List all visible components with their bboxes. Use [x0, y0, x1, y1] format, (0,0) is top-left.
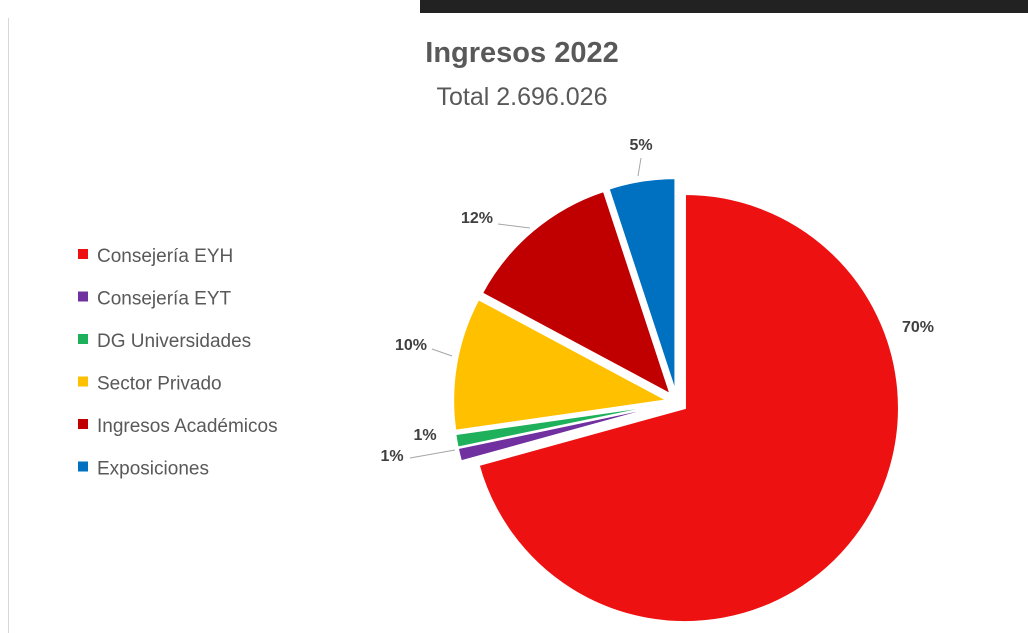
legend-swatch-exposiciones: [78, 461, 88, 472]
data-label-dg-universidades: 1%: [413, 427, 436, 444]
leader-line-exposiciones: [637, 157, 642, 177]
top-dark-bar: [420, 0, 1028, 13]
pie-slice-dg-universidades: [454, 402, 668, 449]
pie-slice-exposiciones: [607, 177, 677, 393]
legend: Consejería EYH Consejería EYT DG Universid…: [78, 246, 278, 480]
chart-title: Ingresos 2022: [425, 37, 618, 69]
legend-swatch-consejeria-eyt: [78, 291, 88, 302]
legend-entry-sector-privado: Sector Privado: [97, 374, 222, 395]
pie-slice-ingresos-academicos: [480, 189, 673, 397]
leader-lines: [409, 157, 642, 459]
pie-slice-sector-privado: [452, 297, 671, 432]
legend-entry-consejeria-eyt: Consejería EYT: [97, 289, 232, 310]
pie-slices: [452, 177, 900, 624]
data-label-ingresos-academicos: 12%: [461, 210, 493, 227]
leader-line-consejeria-eyt: [409, 449, 456, 459]
legend-swatch-sector-privado: [78, 376, 88, 387]
left-border-line: [8, 18, 9, 633]
legend-entry-dg-universidades: DG Universidades: [97, 331, 251, 352]
data-label-consejeria-eyh: 70%: [902, 319, 934, 336]
legend-entry-exposiciones: Exposiciones: [97, 459, 209, 480]
data-label-consejeria-eyt: 1%: [380, 448, 403, 465]
legend-entry-consejeria-eyh: Consejería EYH: [97, 246, 233, 267]
data-label-sector-privado: 10%: [395, 337, 427, 354]
data-labels: 70% 1% 1% 10% 12% 5%: [380, 137, 934, 465]
legend-swatch-dg-universidades: [78, 334, 88, 344]
chart-subtitle: Total 2.696.026: [437, 83, 608, 111]
data-label-exposiciones: 5%: [629, 137, 652, 154]
leader-line-ingresos-academicos: [497, 223, 531, 229]
legend-swatch-ingresos-academicos: [78, 419, 88, 429]
legend-entry-ingresos-academicos: Ingresos Académicos: [97, 416, 278, 437]
leader-line-sector-privado: [431, 348, 453, 357]
pie-slice-consejeria-eyh: [477, 193, 900, 624]
legend-swatch-consejeria-eyh: [78, 249, 88, 259]
